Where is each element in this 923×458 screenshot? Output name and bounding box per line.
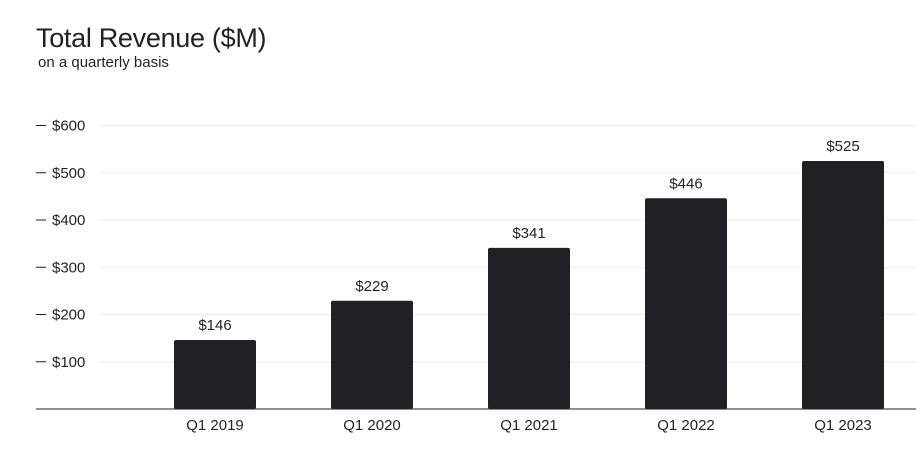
data-labels: $146 $229 $341 $446 $525 bbox=[198, 138, 859, 334]
y-tick-label: $200 bbox=[52, 307, 85, 324]
y-axis-ticks: $100 $200 $300 $400 $500 $600 bbox=[36, 118, 85, 371]
y-tick-label: $300 bbox=[52, 259, 85, 276]
x-tick-label: Q1 2019 bbox=[186, 417, 244, 434]
x-tick-label: Q1 2023 bbox=[814, 417, 872, 434]
y-tick-label: $600 bbox=[52, 118, 85, 135]
bar bbox=[488, 247, 570, 409]
bars bbox=[174, 160, 884, 409]
y-tick-label: $400 bbox=[52, 212, 85, 229]
bar bbox=[331, 300, 413, 409]
data-label: $446 bbox=[669, 175, 702, 192]
x-tick-label: Q1 2020 bbox=[343, 417, 401, 434]
data-label: $341 bbox=[512, 225, 545, 242]
bar bbox=[802, 160, 884, 409]
data-label: $525 bbox=[826, 138, 859, 155]
data-label: $229 bbox=[355, 278, 388, 295]
y-tick-label: $500 bbox=[52, 165, 85, 182]
chart-title: Total Revenue ($M) bbox=[36, 23, 267, 53]
bar bbox=[174, 340, 256, 409]
x-axis-ticks: Q1 2019 Q1 2020 Q1 2021 Q1 2022 Q1 2023 bbox=[186, 417, 872, 434]
y-tick-label: $100 bbox=[52, 354, 85, 371]
bar bbox=[645, 198, 727, 409]
x-tick-label: Q1 2021 bbox=[500, 417, 558, 434]
data-label: $146 bbox=[198, 317, 231, 334]
chart-subtitle: on a quarterly basis bbox=[38, 54, 169, 71]
x-tick-label: Q1 2022 bbox=[657, 417, 715, 434]
